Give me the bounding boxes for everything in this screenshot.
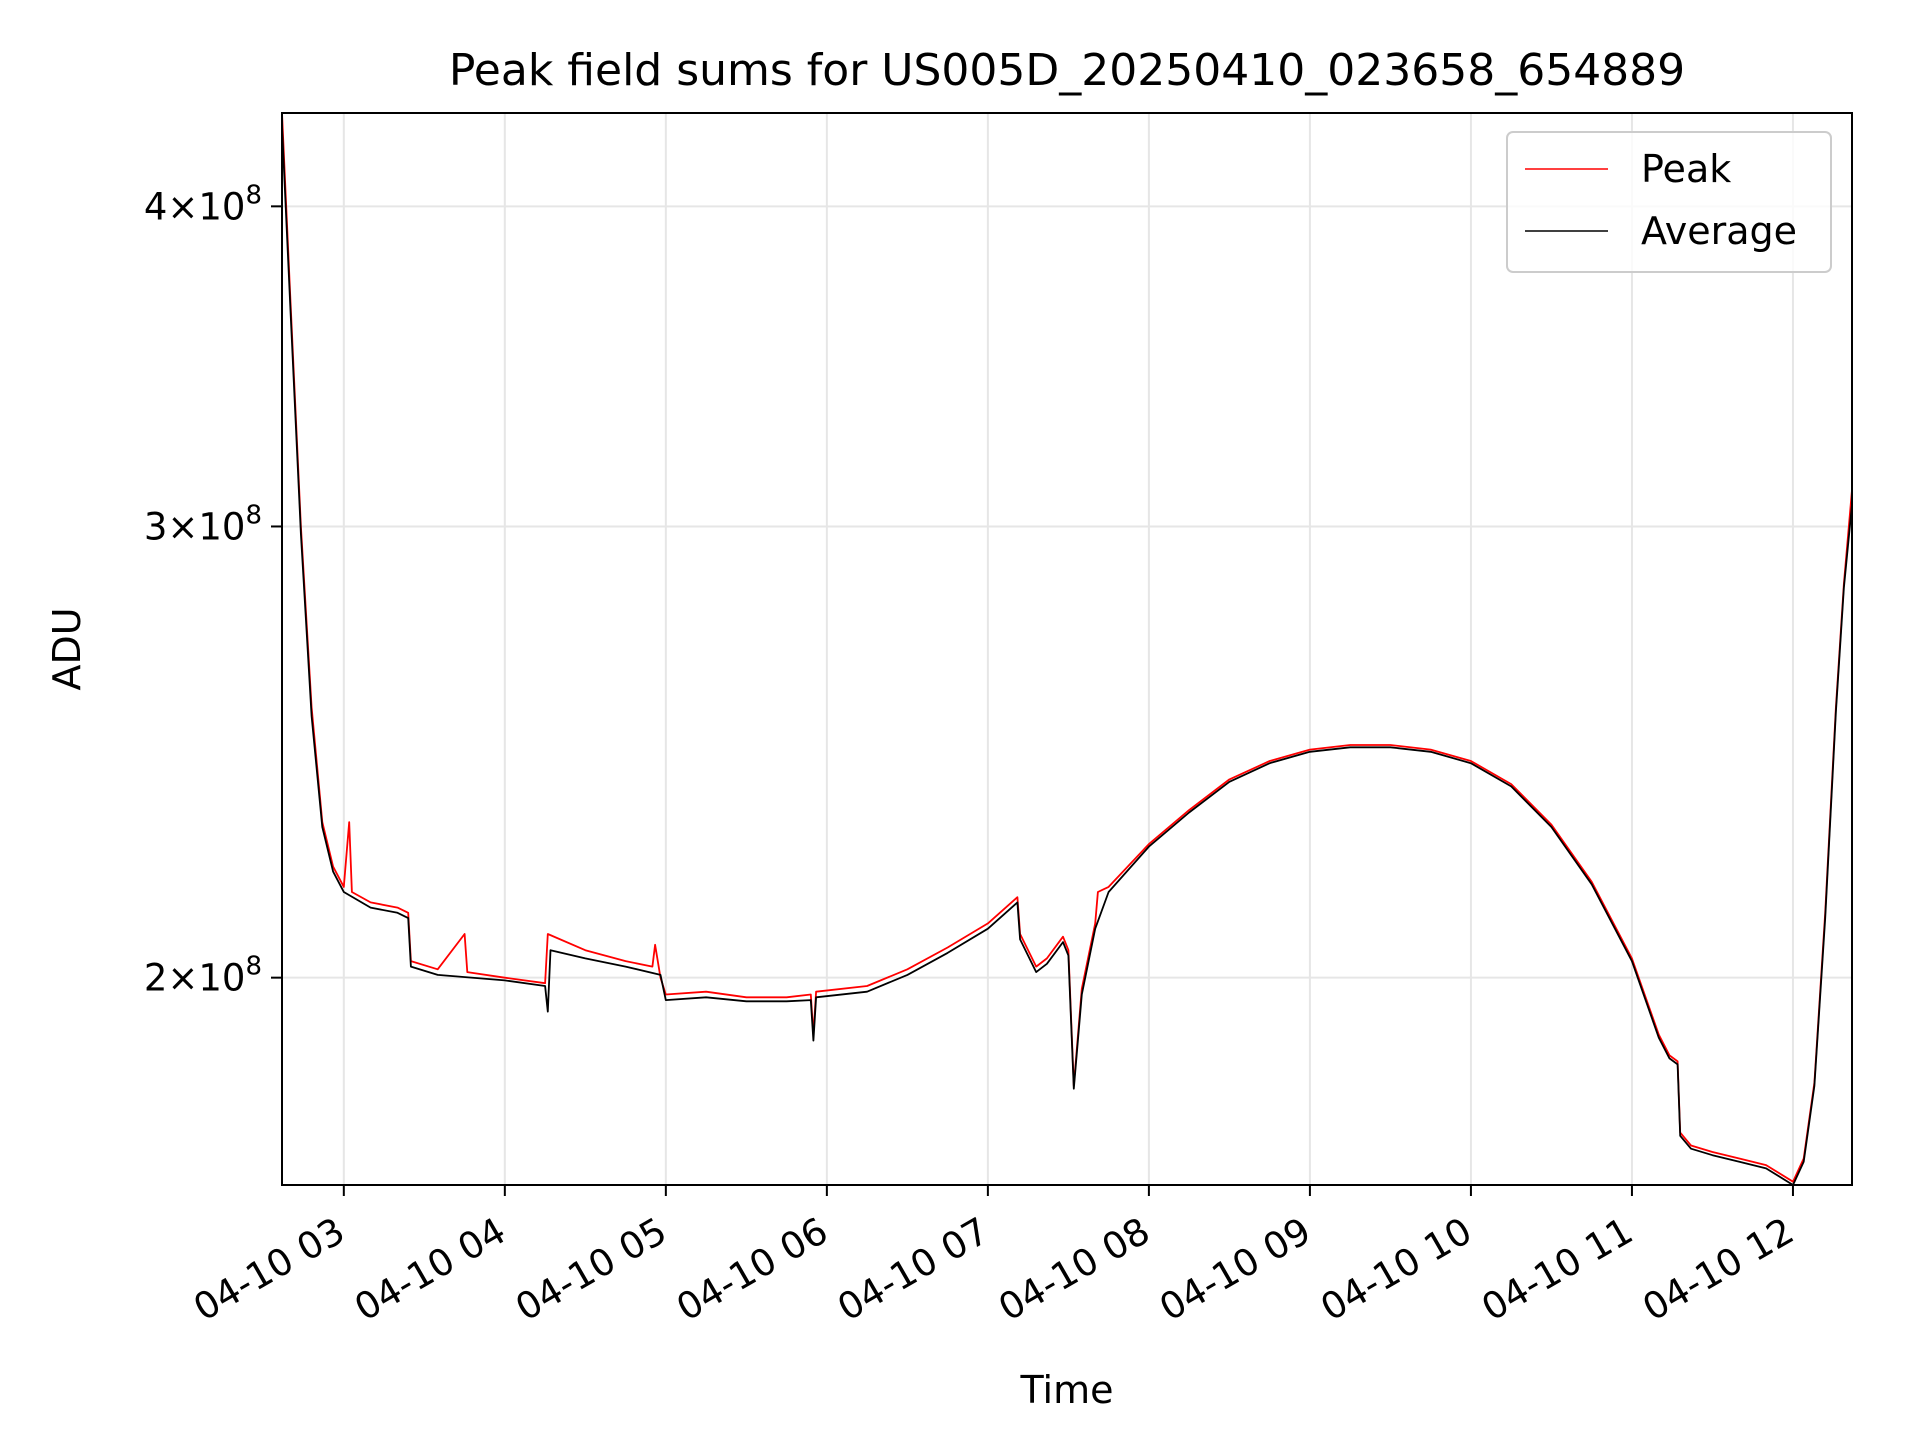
y-tick-exponent: 8 (245, 952, 262, 982)
y-tick-times: ×10 (167, 505, 245, 548)
y-tick-times: ×10 (167, 185, 245, 228)
plot-frame (281, 112, 1853, 1186)
y-tick-mantissa: 2 (144, 957, 168, 1000)
y-tick-exponent: 8 (245, 180, 262, 210)
legend-label-average: Average (1641, 209, 1797, 253)
legend-box (1506, 131, 1832, 273)
series-line-peak (281, 112, 1853, 1183)
series-layer (281, 112, 1853, 1186)
y-tick-mantissa: 4 (144, 185, 168, 228)
y-axis-label: ADU (45, 607, 89, 690)
y-tick-mantissa: 3 (144, 505, 168, 548)
y-tick-label: 3×108 (144, 500, 262, 548)
legend: Peak Average (1506, 131, 1832, 273)
chart-title: Peak field sums for US005D_20250410_0236… (449, 45, 1685, 96)
grid-layer (282, 113, 1852, 1185)
y-tick-label: 2×108 (144, 952, 262, 1000)
y-tick-exponent: 8 (245, 500, 262, 530)
x-axis-label: Time (1020, 1368, 1114, 1412)
series-line-average (281, 125, 1853, 1186)
y-tick-label: 4×108 (144, 180, 262, 228)
legend-label-peak: Peak (1641, 147, 1731, 191)
y-tick-times: ×10 (167, 957, 245, 1000)
